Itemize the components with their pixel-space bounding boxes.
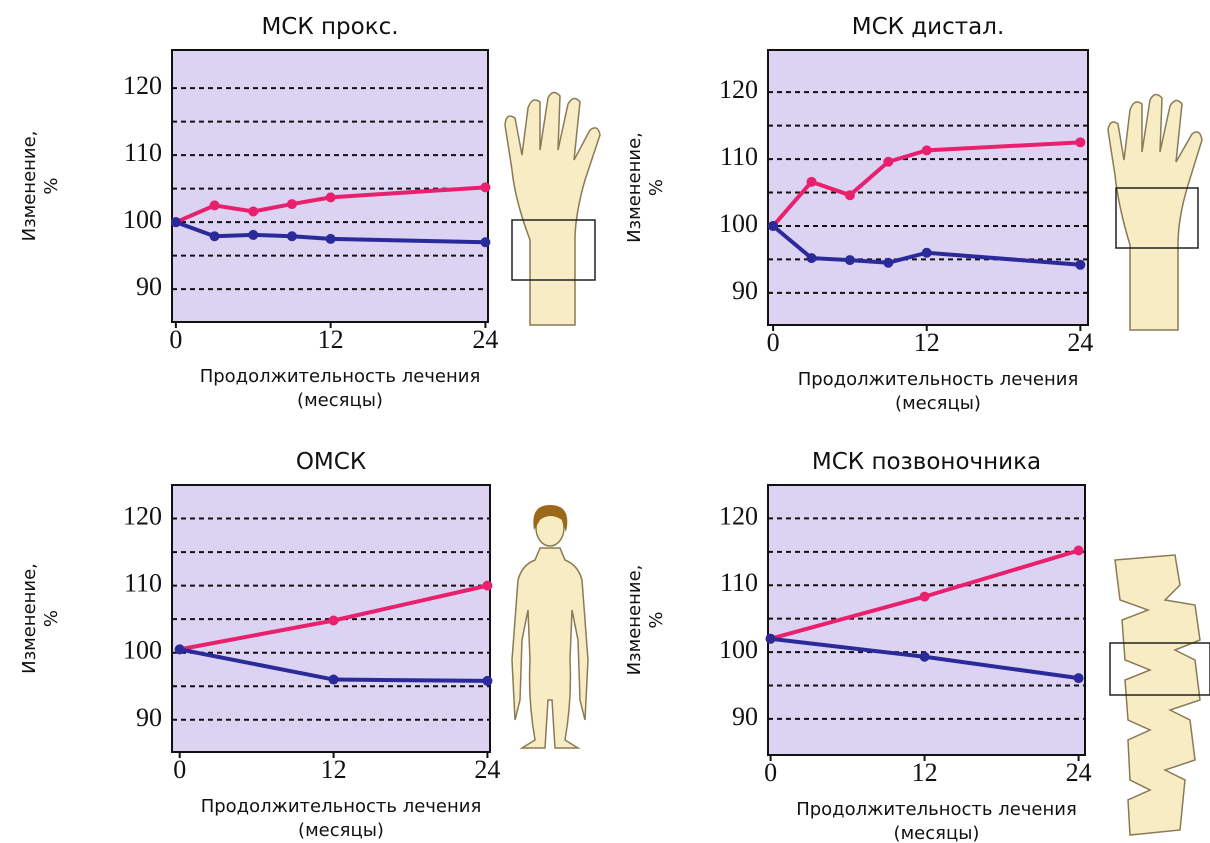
x-tick-label: 0 [173,755,186,784]
y-axis-label: % [646,611,667,628]
data-point [248,229,259,240]
data-point [921,145,932,156]
data-point [482,675,493,686]
data-point [844,255,855,266]
x-axis-label: (месяцы) [298,820,384,841]
data-point [844,190,855,201]
plot-area [767,484,1086,756]
y-axis-label: Изменение, [624,565,645,676]
y-tick-label: 100 [123,205,162,234]
data-point [480,237,491,248]
y-tick-label: 90 [732,276,758,305]
data-point [919,591,930,602]
chart-panel: МСК прокс. 90 100 110 120 0 12 24 Продолжительно… [19,14,498,411]
y-tick-label: 90 [136,272,162,301]
data-point [286,231,297,242]
y-tick-label: 110 [124,569,162,598]
y-tick-label: 110 [720,568,758,597]
data-point [209,231,220,242]
y-axis-label: % [646,179,667,196]
x-axis-label: Продолжительность лечения [798,369,1079,390]
y-axis-label: Изменение, [19,131,40,242]
data-point [768,220,779,231]
chart-panel: ОМСК 90 100 110 120 0 12 24 Продолжительность ле… [19,449,500,841]
chart-panel: МСК позвоночника 90 100 110 120 0 12 24 Продолжи… [624,449,1092,843]
data-point [1075,259,1086,270]
data-point [248,206,259,217]
data-point [328,615,339,626]
y-axis-label: % [41,610,62,627]
x-axis-label: (месяцы) [895,393,981,414]
data-point [806,176,817,187]
data-point [919,651,930,662]
x-tick-label: 24 [472,325,498,354]
data-point [482,580,493,591]
x-tick-label: 0 [169,325,182,354]
x-tick-label: 0 [767,328,780,357]
data-point [1073,673,1084,684]
chart-title: МСК позвоночника [812,449,1041,475]
data-line [175,185,486,225]
data-point [1075,137,1086,148]
hand-illustration [504,91,601,326]
data-line [175,220,486,245]
y-tick-label: 120 [123,71,162,100]
x-tick-label: 24 [474,755,500,784]
y-tick-label: 120 [719,75,758,104]
data-point [480,182,491,193]
data-point [883,156,894,167]
body-illustration [511,505,589,749]
y-tick-label: 100 [123,636,162,665]
x-axis-label: Продолжительность лечения [201,796,482,817]
x-tick-label: 24 [1067,328,1093,357]
y-axis-label: Изменение, [624,132,645,243]
y-tick-label: 100 [719,209,758,238]
x-tick-label: 12 [914,328,940,357]
y-tick-label: 110 [124,138,162,167]
data-point [325,192,336,203]
data-point [806,253,817,264]
chart-title: МСК дистал. [852,14,1005,40]
x-tick-label: 0 [764,758,777,787]
chart-title: ОМСК [296,449,366,475]
x-axis-label: Продолжительность лечения [796,799,1077,820]
y-tick-label: 110 [720,142,758,171]
data-line [771,140,1081,228]
data-point [209,200,220,211]
x-axis-label: Продолжительность лечения [200,366,481,387]
y-axis-label: Изменение, [19,563,40,674]
chart-title: МСК прокс. [261,14,398,40]
x-axis-label: (месяцы) [297,390,383,411]
y-tick-label: 120 [719,501,758,530]
y-axis-label: % [41,177,62,194]
data-point [921,247,932,258]
y-tick-label: 100 [719,635,758,664]
data-point [286,199,297,210]
data-point [325,233,336,244]
data-point [883,257,894,268]
data-point [765,633,776,644]
data-line [771,224,1081,267]
data-point [174,644,185,655]
plot-area [171,49,489,323]
chart-panel: МСК дистал. 90 100 110 120 0 12 24 Продолжительн… [624,14,1093,414]
x-tick-label: 24 [1066,758,1092,787]
y-tick-label: 120 [123,502,162,531]
data-point [1073,545,1084,556]
data-point [328,674,339,685]
x-axis-label: (месяцы) [894,823,980,843]
plot-area [767,49,1089,326]
x-tick-label: 12 [912,758,938,787]
data-point [170,217,181,228]
x-tick-label: 12 [318,325,344,354]
y-tick-label: 90 [732,702,758,731]
y-tick-label: 90 [136,703,162,732]
x-tick-label: 12 [321,755,347,784]
hand-illustration [1107,93,1203,331]
spine-illustration [1109,554,1210,836]
